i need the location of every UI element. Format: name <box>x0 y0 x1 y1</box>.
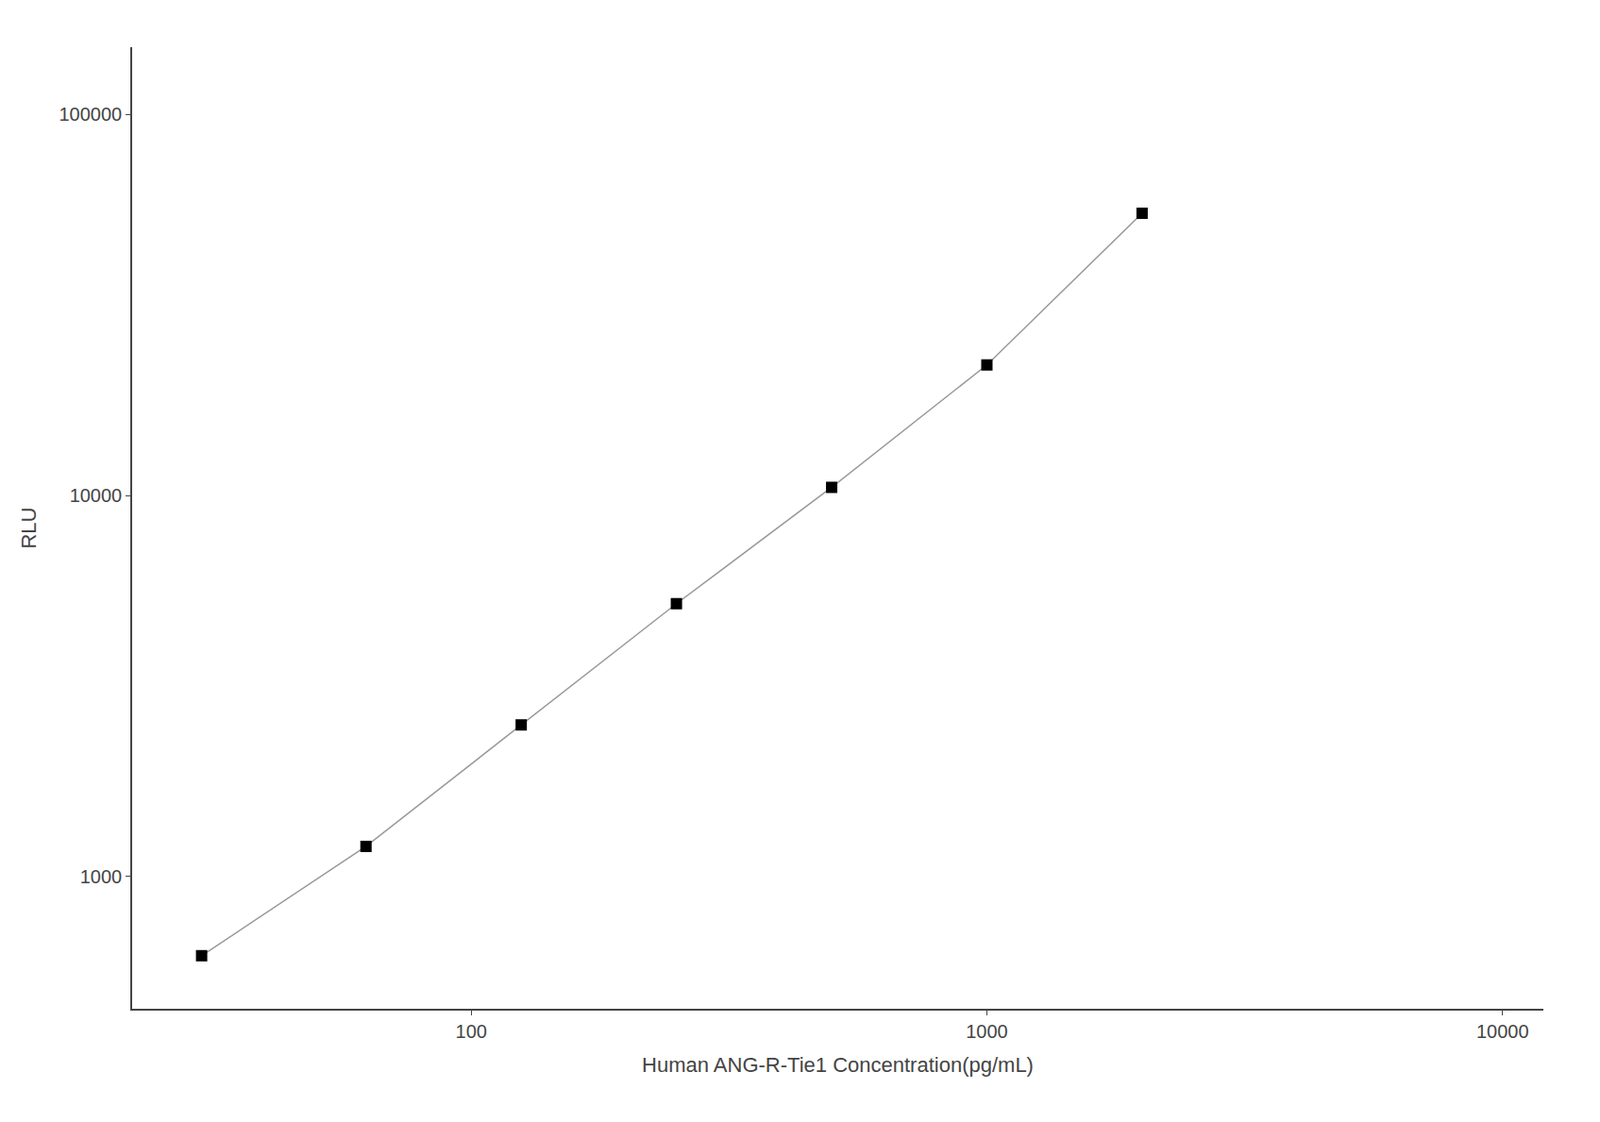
svg-text:100: 100 <box>455 1021 488 1043</box>
svg-text:10000: 10000 <box>1476 1021 1530 1043</box>
svg-text:10000: 10000 <box>69 485 123 506</box>
svg-text:Human ANG-R-Tie1 Concentration: Human ANG-R-Tie1 Concentration(pg/mL) <box>641 1053 1034 1078</box>
svg-text:1000: 1000 <box>965 1021 1009 1043</box>
svg-text:100000: 100000 <box>59 103 123 125</box>
svg-text:1000: 1000 <box>80 866 123 888</box>
svg-text:RLU: RLU <box>16 506 41 549</box>
